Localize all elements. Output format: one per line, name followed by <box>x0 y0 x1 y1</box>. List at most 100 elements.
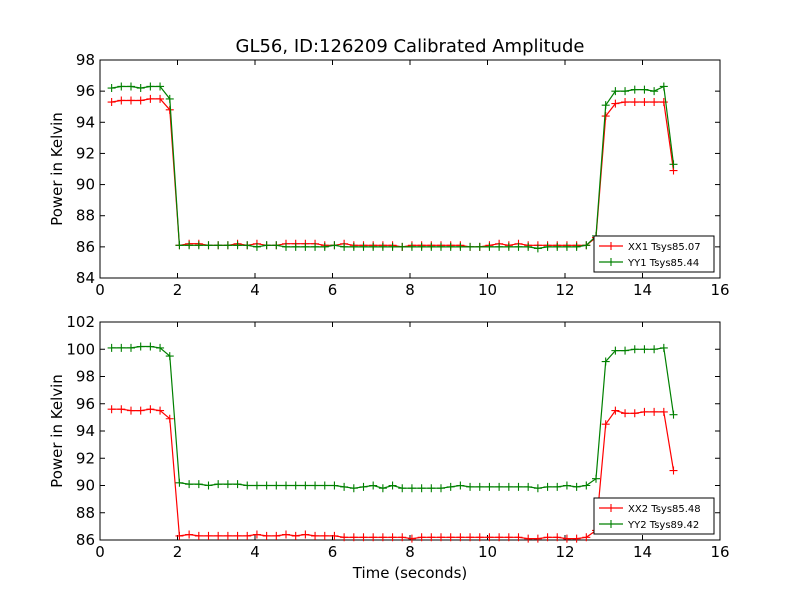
data-point <box>388 481 397 490</box>
y-axis-label: Power in Kelvin <box>48 374 66 488</box>
data-point <box>233 241 242 250</box>
legend-label: XX2 Tsys85.48 <box>628 504 701 515</box>
data-point <box>252 242 261 251</box>
data-point <box>233 531 242 540</box>
data-point <box>650 345 659 354</box>
data-point <box>669 160 678 169</box>
data-point <box>446 242 455 251</box>
data-point <box>136 96 145 105</box>
data-point <box>427 242 436 251</box>
series-yy2 <box>107 342 678 493</box>
data-point <box>194 480 203 489</box>
series-xx2 <box>107 405 678 543</box>
data-point <box>282 242 290 251</box>
y-tick-label: 98 <box>76 51 95 69</box>
data-point <box>504 482 513 491</box>
data-point <box>369 481 378 490</box>
y-tick-label: 84 <box>76 269 95 287</box>
data-point <box>127 96 135 105</box>
data-point <box>378 484 387 493</box>
data-point <box>223 241 232 250</box>
data-point <box>524 482 533 491</box>
y-tick-label: 92 <box>76 144 95 162</box>
data-point <box>340 242 349 251</box>
x-tick-label: 6 <box>328 281 338 299</box>
data-point <box>543 242 552 251</box>
data-point <box>466 533 475 542</box>
data-point <box>514 533 523 542</box>
data-point <box>475 482 484 491</box>
data-point <box>127 343 135 352</box>
data-point <box>204 531 213 540</box>
y-tick-label: 94 <box>76 113 95 131</box>
data-point <box>669 410 678 419</box>
data-point <box>252 481 261 490</box>
data-point <box>146 405 155 414</box>
data-point <box>330 241 339 250</box>
data-point <box>533 484 542 493</box>
data-point <box>272 531 281 540</box>
data-point <box>107 405 116 414</box>
data-point <box>233 480 242 489</box>
data-point <box>456 533 465 542</box>
data-point <box>601 357 610 366</box>
data-point <box>553 242 562 251</box>
legend-marker <box>607 258 615 266</box>
data-point <box>330 481 339 490</box>
data-point <box>572 482 581 491</box>
data-point <box>282 530 290 539</box>
data-point <box>136 84 145 93</box>
series-line <box>111 85 675 250</box>
data-point <box>553 533 562 542</box>
legend-box <box>593 235 715 273</box>
data-point <box>272 481 281 490</box>
data-point <box>185 530 194 539</box>
data-point <box>301 530 310 539</box>
data-point <box>252 530 261 539</box>
y-axis-label: Power in Kelvin <box>48 112 66 226</box>
legend: XX1 Tsys85.07 YY1 Tsys85.44 <box>593 235 715 273</box>
x-tick-label: 2 <box>173 543 183 561</box>
data-point <box>107 84 116 93</box>
data-point <box>272 241 281 250</box>
data-point <box>117 405 126 414</box>
data-point <box>504 242 513 251</box>
data-point <box>446 482 455 491</box>
series-line <box>111 345 675 489</box>
x-tick-label: 14 <box>633 543 652 561</box>
data-point <box>456 242 465 251</box>
data-point <box>621 409 630 418</box>
data-point <box>659 98 668 107</box>
y-tick-label: 98 <box>76 368 95 386</box>
data-point <box>495 533 504 542</box>
legend-label: YY1 Tsys85.44 <box>627 258 699 269</box>
data-point <box>320 481 329 490</box>
data-point <box>562 242 571 251</box>
series-line <box>111 408 675 540</box>
data-point <box>301 242 310 251</box>
data-point <box>621 98 630 107</box>
x-tick-label: 12 <box>555 281 574 299</box>
data-point <box>601 420 610 429</box>
x-tick-label: 16 <box>710 281 729 299</box>
y-tick-label: 96 <box>76 82 95 100</box>
data-point <box>117 343 126 352</box>
data-point <box>524 242 533 251</box>
data-point <box>437 533 445 542</box>
data-point <box>582 241 591 250</box>
data-point <box>495 482 504 491</box>
data-point <box>407 242 416 251</box>
data-point <box>495 242 504 251</box>
y-tick-label: 90 <box>76 176 95 194</box>
legend-marker <box>607 242 615 250</box>
data-point <box>427 533 436 542</box>
data-point <box>156 82 165 91</box>
data-point <box>223 531 232 540</box>
data-point <box>524 534 533 543</box>
data-point <box>107 343 116 352</box>
data-point <box>165 94 174 103</box>
data-point <box>194 241 203 250</box>
data-point <box>349 533 358 542</box>
data-point <box>437 242 445 251</box>
data-point <box>136 406 145 415</box>
